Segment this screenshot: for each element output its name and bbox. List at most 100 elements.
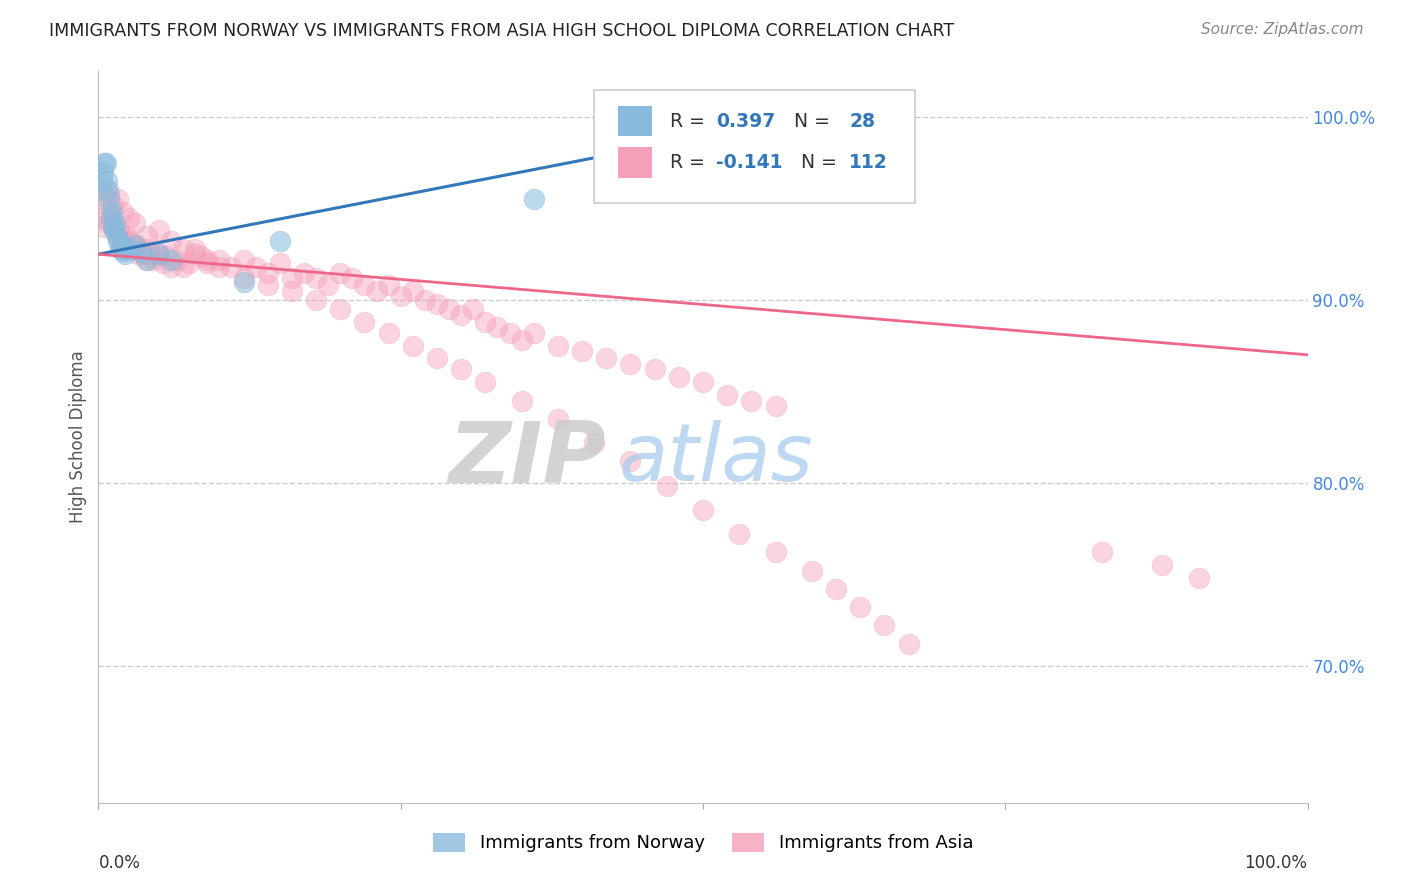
Point	[402, 284, 425, 298]
Point	[728, 527, 751, 541]
Point	[377, 326, 399, 340]
Point	[91, 174, 114, 188]
Point	[190, 249, 212, 263]
Point	[112, 235, 135, 249]
Point	[716, 388, 738, 402]
Point	[825, 582, 848, 596]
Point	[111, 205, 134, 219]
FancyBboxPatch shape	[595, 90, 915, 203]
Point	[1152, 558, 1174, 573]
Point	[129, 245, 152, 260]
Point	[644, 362, 666, 376]
Text: 112: 112	[849, 153, 889, 172]
Point	[232, 271, 254, 285]
Point	[114, 247, 136, 261]
Point	[281, 284, 304, 298]
Point	[118, 242, 141, 256]
Point	[873, 618, 896, 632]
Point	[160, 252, 183, 267]
Text: ZIP: ZIP	[449, 417, 606, 500]
Point	[184, 242, 207, 256]
Point	[136, 242, 159, 256]
Point	[148, 247, 170, 261]
Point	[353, 315, 375, 329]
Point	[571, 344, 593, 359]
Point	[221, 260, 243, 274]
Point	[166, 252, 188, 267]
Point	[132, 247, 155, 261]
Point	[152, 256, 174, 270]
Point	[692, 503, 714, 517]
Text: -0.141: -0.141	[716, 153, 783, 172]
Point	[93, 155, 115, 169]
Point	[426, 296, 449, 310]
Point	[125, 238, 148, 252]
Point	[98, 192, 121, 206]
Point	[232, 252, 254, 267]
Point	[245, 260, 267, 274]
Point	[107, 192, 129, 206]
Point	[135, 252, 157, 267]
Point	[100, 211, 122, 225]
Point	[329, 265, 352, 279]
Point	[208, 252, 231, 267]
Text: IMMIGRANTS FROM NORWAY VS IMMIGRANTS FROM ASIA HIGH SCHOOL DIPLOMA CORRELATION C: IMMIGRANTS FROM NORWAY VS IMMIGRANTS FRO…	[49, 22, 955, 40]
Text: 100.0%: 100.0%	[1244, 854, 1308, 872]
Point	[118, 211, 141, 225]
Point	[120, 235, 142, 249]
Point	[124, 238, 146, 252]
Point	[129, 242, 152, 256]
Point	[139, 247, 162, 261]
Point	[160, 260, 183, 274]
Text: 0.0%: 0.0%	[98, 854, 141, 872]
Point	[256, 278, 278, 293]
Point	[1091, 545, 1114, 559]
Point	[143, 245, 166, 260]
Point	[329, 301, 352, 316]
Point	[547, 338, 569, 352]
Point	[765, 399, 787, 413]
Point	[353, 278, 375, 293]
Point	[104, 216, 127, 230]
Point	[437, 301, 460, 316]
Point	[155, 249, 177, 263]
Point	[101, 198, 124, 212]
Point	[94, 155, 117, 169]
Y-axis label: High School Diploma: High School Diploma	[69, 351, 87, 524]
Point	[148, 249, 170, 263]
Point	[619, 454, 641, 468]
Point	[426, 351, 449, 366]
Point	[305, 293, 328, 307]
Point	[849, 600, 872, 615]
Point	[740, 393, 762, 408]
Point	[105, 228, 128, 243]
Point	[124, 216, 146, 230]
Text: Source: ZipAtlas.com: Source: ZipAtlas.com	[1201, 22, 1364, 37]
Text: 0.397: 0.397	[716, 112, 776, 130]
Legend: Immigrants from Norway, Immigrants from Asia: Immigrants from Norway, Immigrants from …	[426, 826, 980, 860]
Point	[91, 183, 114, 197]
Point	[100, 205, 122, 219]
Point	[135, 252, 157, 267]
FancyBboxPatch shape	[619, 147, 652, 178]
Point	[122, 242, 145, 256]
Point	[103, 219, 125, 234]
Point	[208, 260, 231, 274]
Point	[256, 265, 278, 279]
Text: atlas: atlas	[619, 420, 813, 498]
Point	[118, 242, 141, 256]
Point	[547, 411, 569, 425]
Point	[413, 293, 436, 307]
Point	[692, 183, 714, 197]
Point	[269, 256, 291, 270]
Point	[800, 564, 823, 578]
Point	[110, 238, 132, 252]
Text: 28: 28	[849, 112, 876, 130]
Point	[316, 278, 339, 293]
Point	[342, 271, 364, 285]
Point	[655, 479, 678, 493]
Point	[195, 256, 218, 270]
Point	[94, 192, 117, 206]
Text: R =: R =	[671, 153, 711, 172]
Point	[269, 235, 291, 249]
